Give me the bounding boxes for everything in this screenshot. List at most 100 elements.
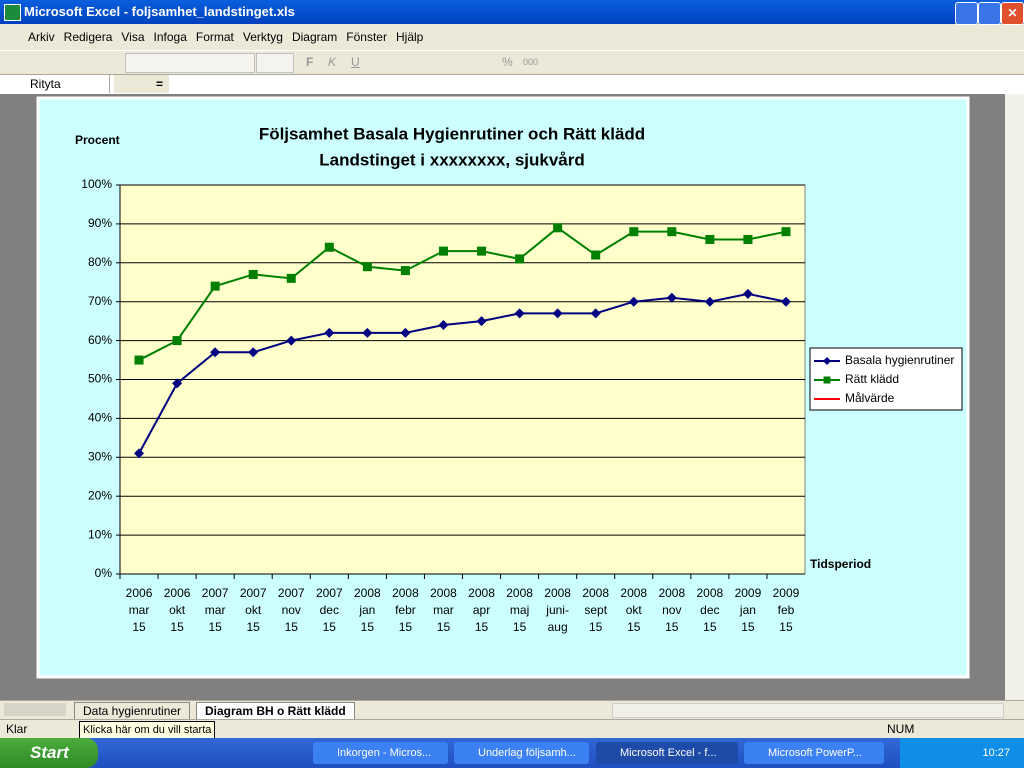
sheet-tab[interactable]: Data hygienrutiner xyxy=(74,702,191,720)
x-tick-label: nov xyxy=(282,603,301,617)
x-tick-label: 2008 xyxy=(544,586,571,600)
x-tick-label: jan xyxy=(739,603,756,617)
x-tick-label: 2008 xyxy=(392,586,419,600)
x-tick-label: 2008 xyxy=(697,586,724,600)
y-tick-label: 10% xyxy=(88,527,112,541)
marker xyxy=(476,316,487,327)
legend-label: Målvärde xyxy=(845,391,895,405)
taskbar-item[interactable]: Underlag följsamh... xyxy=(454,742,589,764)
x-tick-label: dec xyxy=(700,603,719,617)
x-axis-label: Tidsperiod xyxy=(810,557,871,571)
vertical-scrollbar[interactable] xyxy=(1005,94,1024,718)
marker xyxy=(324,327,335,338)
x-tick-label: 2008 xyxy=(430,586,457,600)
bold-button[interactable]: F xyxy=(306,55,314,69)
menu-item[interactable]: Fönster xyxy=(346,30,387,44)
status-ready: Klar xyxy=(6,722,28,736)
chart-title: Följsamhet Basala Hygienrutiner och Rätt… xyxy=(259,124,645,143)
horizontal-scrollbar[interactable] xyxy=(612,703,1004,718)
size-box[interactable] xyxy=(256,53,294,73)
marker xyxy=(134,355,144,365)
x-tick-label: 15 xyxy=(285,620,299,634)
x-tick-label: 2008 xyxy=(658,586,685,600)
x-tick-label: mar xyxy=(205,603,226,617)
sheet-tabs: Data hygienrutiner Diagram BH o Rätt klä… xyxy=(0,700,1024,720)
x-tick-label: 15 xyxy=(170,620,184,634)
x-tick-label: 2007 xyxy=(278,586,305,600)
formula-bar: Rityta = xyxy=(0,74,1024,95)
x-tick-label: feb xyxy=(778,603,795,617)
taskbar-item[interactable]: Inkorgen - Micros... xyxy=(313,742,448,764)
menu-item[interactable]: Verktyg xyxy=(242,30,283,44)
marker xyxy=(781,227,791,237)
x-tick-label: 15 xyxy=(627,620,641,634)
x-tick-label: dec xyxy=(320,603,339,617)
status-bar: Klar NUM xyxy=(0,719,1024,739)
y-tick-label: 80% xyxy=(88,255,112,269)
x-tick-label: 2007 xyxy=(316,586,343,600)
thousands-button[interactable]: 000 xyxy=(523,57,539,67)
y-tick-label: 50% xyxy=(88,372,112,386)
underline-button[interactable]: U xyxy=(351,55,360,69)
marker xyxy=(780,296,791,307)
marker xyxy=(704,296,715,307)
marker xyxy=(629,227,639,237)
menu-item[interactable]: Redigera xyxy=(63,30,113,44)
minimize-button[interactable] xyxy=(955,2,978,25)
x-tick-label: 2008 xyxy=(582,586,609,600)
start-button[interactable]: Start xyxy=(0,738,98,768)
x-tick-label: mar xyxy=(129,603,150,617)
x-tick-label: 15 xyxy=(323,620,337,634)
x-tick-label: 15 xyxy=(513,620,527,634)
x-tick-label: 15 xyxy=(741,620,755,634)
x-tick-label: nov xyxy=(662,603,681,617)
y-tick-label: 70% xyxy=(88,294,112,308)
x-tick-label: 15 xyxy=(779,620,793,634)
taskbar-item[interactable]: Microsoft PowerP... xyxy=(744,742,884,764)
window-title: Microsoft Excel - foljsamhet_landstinget… xyxy=(24,4,295,19)
marker xyxy=(666,292,677,303)
marker xyxy=(552,308,563,319)
marker xyxy=(515,254,525,264)
sheet-tab-active[interactable]: Diagram BH o Rätt klädd xyxy=(196,702,355,720)
marker xyxy=(591,250,601,260)
menu-item[interactable]: Format xyxy=(195,30,234,44)
menu-item[interactable]: Infoga xyxy=(153,30,187,44)
legend-marker xyxy=(823,357,831,365)
x-tick-label: jan xyxy=(358,603,375,617)
marker xyxy=(324,242,334,252)
marker xyxy=(705,234,715,244)
marker xyxy=(172,378,183,389)
x-tick-label: 2009 xyxy=(773,586,800,600)
marker xyxy=(134,448,145,459)
menu-item[interactable]: Arkiv xyxy=(28,30,55,44)
tab-scroll-buttons[interactable] xyxy=(4,703,66,716)
font-box[interactable] xyxy=(125,53,255,73)
legend-marker xyxy=(823,376,831,384)
close-button[interactable]: ✕ xyxy=(1001,2,1024,25)
marker xyxy=(400,327,411,338)
legend-label: Rätt klädd xyxy=(845,372,899,386)
name-box[interactable]: Rityta xyxy=(0,75,110,93)
y-tick-label: 0% xyxy=(95,566,113,580)
percent-button[interactable]: % xyxy=(502,55,513,69)
restore-button[interactable] xyxy=(978,2,1001,25)
x-tick-label: 2006 xyxy=(164,586,191,600)
x-tick-label: 15 xyxy=(361,620,375,634)
marker xyxy=(286,273,296,283)
menu-item[interactable]: Hjälp xyxy=(395,30,424,44)
taskbar-item-active[interactable]: Microsoft Excel - f... xyxy=(596,742,738,764)
y-tick-label: 40% xyxy=(88,411,112,425)
x-tick-label: 15 xyxy=(399,620,413,634)
x-tick-label: febr xyxy=(395,603,416,617)
y-tick-label: 30% xyxy=(88,449,112,463)
x-tick-label: 2007 xyxy=(240,586,267,600)
x-tick-label: 15 xyxy=(208,620,222,634)
menu-item[interactable]: Visa xyxy=(121,30,145,44)
clock: 10:27 xyxy=(900,738,1024,768)
x-tick-label: 2006 xyxy=(126,586,153,600)
italic-button[interactable]: K xyxy=(328,55,337,69)
x-tick-label: 15 xyxy=(475,620,489,634)
menu-item[interactable]: Diagram xyxy=(291,30,338,44)
